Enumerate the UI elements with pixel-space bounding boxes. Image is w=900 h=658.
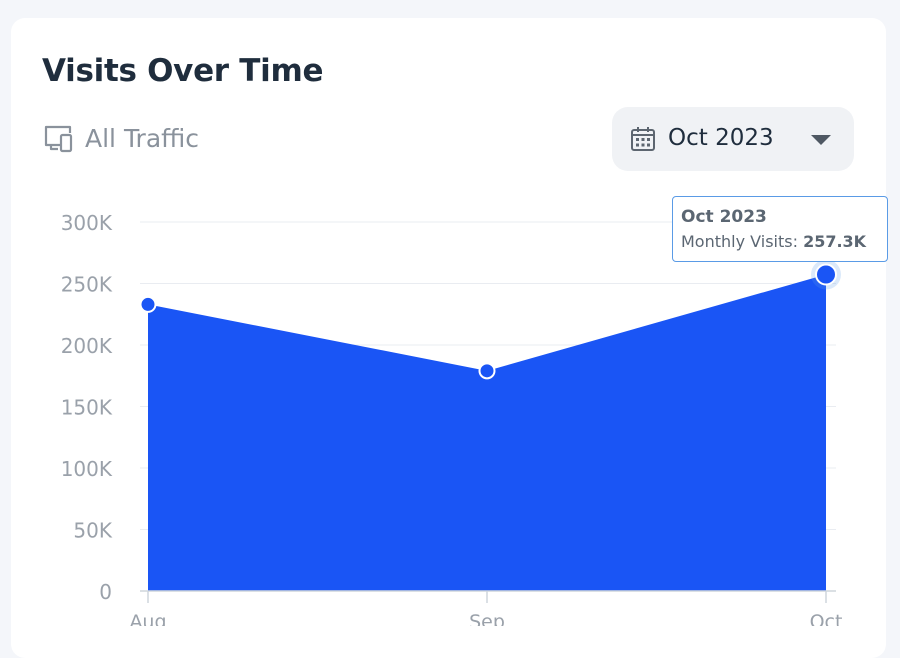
area-layer (148, 274, 826, 591)
tooltip-value: 257.3K (803, 232, 867, 251)
month-dropdown-value: Oct 2023 (668, 125, 774, 151)
y-tick-label: 150K (61, 396, 113, 420)
traffic-filter-label: All Traffic (85, 123, 200, 153)
visits-area-chart: 0 50K 100K 150K 200K 250K 300K Aug Sep Oct (61, 211, 843, 626)
y-tick-label: 50K (73, 519, 112, 543)
chart-tooltip: Oct 2023 Monthly Visits: 257.3K (672, 196, 888, 262)
y-tick-label: 300K (61, 211, 113, 235)
traffic-filter[interactable]: All Traffic (42, 121, 199, 155)
y-tick-label: 0 (99, 580, 112, 604)
data-point-highlighted (815, 263, 837, 286)
visits-area (148, 274, 826, 591)
x-tick-label: Sep (469, 611, 505, 626)
tooltip-label: Monthly Visits: (681, 232, 798, 251)
calendar-icon (631, 127, 655, 151)
y-tick-label: 250K (61, 273, 113, 297)
x-axis: Aug Sep Oct (129, 590, 843, 626)
x-tick-label: Oct (810, 611, 843, 626)
caret-down-icon (811, 135, 831, 145)
x-tick-label: Aug (129, 611, 166, 626)
devices-icon (44, 125, 73, 153)
data-point (139, 295, 157, 313)
tooltip-title: Oct 2023 (681, 207, 767, 227)
data-points (139, 259, 841, 380)
month-dropdown[interactable]: Oct 2023 (612, 107, 854, 171)
data-point (478, 362, 496, 380)
card-title: Visits Over Time (42, 53, 324, 89)
y-tick-label: 200K (61, 334, 113, 358)
y-axis-labels: 0 50K 100K 150K 200K 250K 300K (61, 211, 113, 604)
y-tick-label: 100K (61, 457, 113, 481)
